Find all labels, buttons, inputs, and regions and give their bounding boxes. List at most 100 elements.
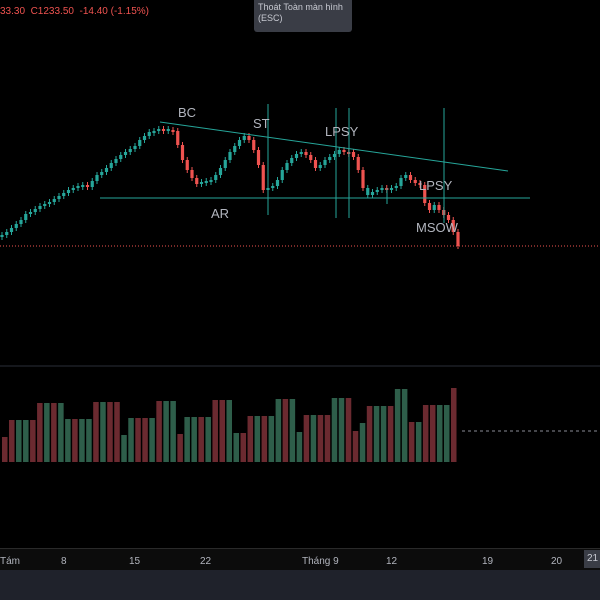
candle-body — [309, 155, 313, 160]
candle-body — [237, 140, 242, 146]
volume-bar — [436, 405, 443, 462]
candle-body — [413, 180, 417, 183]
candle-body — [123, 152, 128, 155]
exit-tooltip-line2: (ESC) — [258, 13, 283, 23]
candle-body — [166, 129, 170, 131]
candle-body — [52, 199, 56, 202]
candle-body — [408, 175, 413, 180]
candle-body — [228, 152, 232, 160]
volume-bar — [380, 406, 387, 462]
candle-body — [147, 132, 151, 136]
candle-body — [328, 157, 332, 160]
volume-bar — [275, 399, 282, 462]
candle-body — [119, 155, 123, 159]
volume-bar — [184, 417, 190, 462]
candle-body — [24, 214, 28, 220]
bottom-toolbar[interactable] — [0, 570, 600, 600]
candle-body — [252, 140, 256, 150]
volume-bar — [86, 419, 92, 462]
candle-body — [356, 157, 360, 170]
candle-body — [204, 181, 208, 183]
candle-body — [337, 150, 341, 154]
candle-body — [261, 165, 265, 190]
candle-body — [290, 158, 294, 163]
volume-bar — [135, 418, 141, 462]
candle-body — [294, 154, 299, 158]
volume-bar — [373, 406, 380, 462]
volume-bar — [170, 401, 176, 462]
volume-bar — [387, 406, 394, 462]
exit-tooltip-line1: Thoát Toàn màn hình — [258, 2, 343, 12]
candle-body — [157, 129, 161, 131]
volume-bar — [44, 403, 50, 462]
candle-body — [375, 190, 379, 192]
candle-body — [380, 188, 384, 190]
time-axis[interactable]: Tám 8 15 22 Tháng 9 12 19 20 — [0, 548, 600, 571]
candle-body — [247, 136, 251, 140]
volume-bar — [72, 419, 78, 462]
candle-body — [152, 131, 156, 133]
annotation-lpsy-2: LPSY — [419, 178, 453, 193]
volume-bar — [16, 420, 22, 462]
candle-body — [90, 181, 94, 187]
volume-bar — [450, 388, 457, 462]
candle-body — [43, 204, 47, 206]
volume-bar — [359, 423, 366, 462]
candle-body — [66, 190, 71, 193]
volume-bar — [282, 399, 289, 462]
resistance-trendline[interactable] — [159, 121, 509, 172]
volume-bar — [408, 422, 415, 462]
candle-body — [185, 160, 189, 170]
candle-body — [38, 206, 42, 209]
volume-layer — [2, 388, 457, 462]
candle-body — [423, 185, 427, 203]
candle-body — [14, 224, 18, 228]
volume-bar — [394, 389, 401, 462]
volume-bar — [366, 406, 373, 462]
candle-body — [109, 163, 113, 168]
volume-bar — [401, 389, 408, 462]
candle-body — [366, 188, 370, 195]
candle-body — [342, 150, 346, 152]
candle-body — [81, 185, 85, 187]
candle-body — [275, 180, 280, 186]
ohlc-legend: 33.30 C1233.50 -14.40 (-1.15%) — [0, 6, 149, 17]
candle-body — [71, 188, 75, 190]
exit-fullscreen-tooltip: Thoát Toàn màn hình (ESC) — [254, 0, 352, 32]
candle-body — [62, 193, 66, 196]
annotation-msow: MSOW — [416, 220, 459, 235]
volume-bar — [142, 418, 148, 462]
candle-body — [138, 140, 142, 146]
volume-bar — [114, 402, 120, 462]
candle-body — [214, 175, 218, 180]
volume-bar — [254, 416, 261, 462]
volume-bar — [289, 399, 296, 462]
volume-bar — [23, 420, 29, 462]
candle-body — [313, 160, 318, 168]
volume-bar — [93, 402, 99, 462]
volume-bar — [303, 415, 310, 462]
candle-body — [114, 159, 118, 163]
volume-bar — [226, 400, 233, 462]
volume-bar — [37, 403, 43, 462]
candle-body — [399, 178, 403, 186]
candle-body — [57, 196, 61, 199]
candle-body — [209, 180, 213, 182]
volume-bar — [128, 418, 134, 462]
volume-bar — [338, 398, 345, 462]
candle-body — [389, 188, 394, 190]
volume-bar — [212, 400, 218, 462]
candle-body — [456, 232, 460, 246]
candle-body — [190, 170, 194, 178]
candle-body — [280, 170, 284, 180]
volume-bar — [205, 417, 211, 462]
candle-body — [451, 220, 455, 232]
volume-bar — [317, 415, 324, 462]
candle-body — [142, 136, 147, 140]
candle-body — [427, 203, 432, 210]
candle-body — [33, 209, 37, 212]
time-label-19: 19 — [482, 556, 494, 567]
volume-bar — [79, 419, 85, 462]
annotation-bc: BC — [178, 105, 196, 120]
